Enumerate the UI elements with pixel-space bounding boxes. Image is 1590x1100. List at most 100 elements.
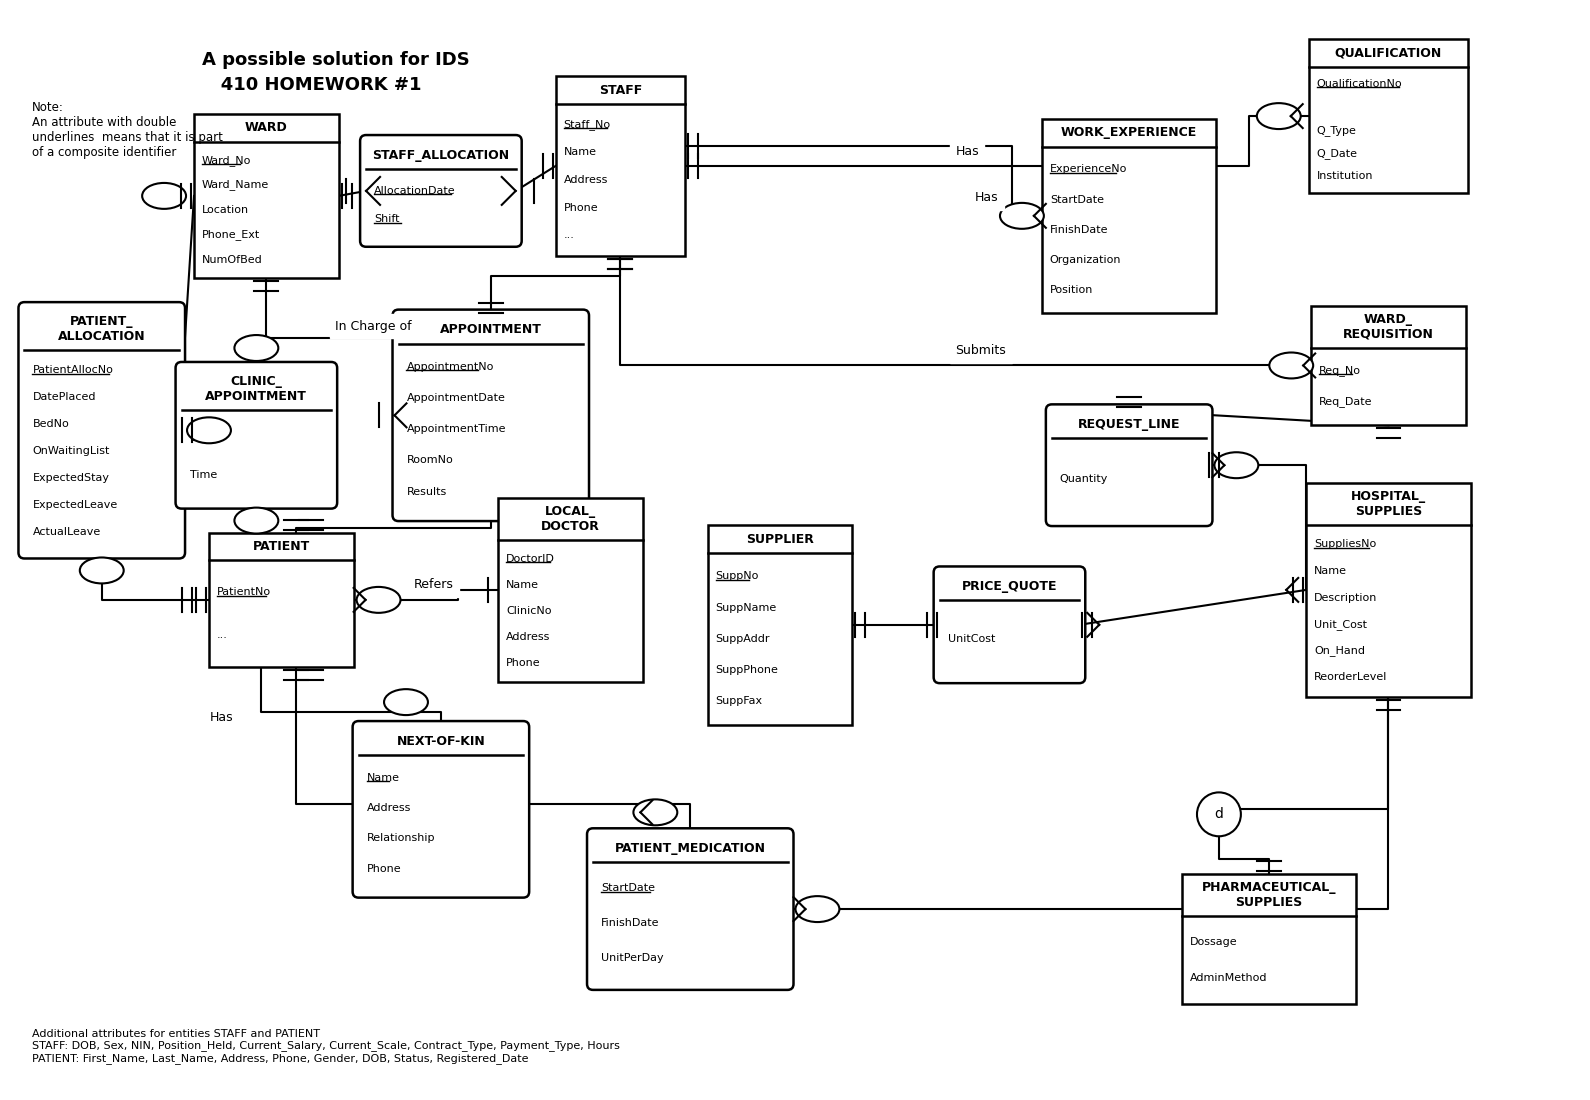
FancyBboxPatch shape [1181, 874, 1356, 1004]
Text: A possible solution for IDS: A possible solution for IDS [202, 52, 469, 69]
Text: Position: Position [1049, 285, 1094, 296]
Text: SuppName: SuppName [716, 603, 778, 613]
Text: Ward_No: Ward_No [202, 155, 251, 166]
FancyBboxPatch shape [359, 135, 522, 246]
Text: AppointmentDate: AppointmentDate [407, 393, 506, 403]
Ellipse shape [356, 587, 401, 613]
Text: SuppPhone: SuppPhone [716, 666, 779, 675]
Text: Name: Name [367, 773, 399, 783]
Text: ...: ... [216, 630, 227, 640]
Text: Phone: Phone [563, 202, 598, 212]
Ellipse shape [234, 336, 278, 361]
Text: Phone_Ext: Phone_Ext [202, 229, 261, 240]
Text: 410 HOMEWORK #1: 410 HOMEWORK #1 [202, 76, 421, 95]
Text: ...: ... [563, 230, 574, 240]
Text: Unit_Cost: Unit_Cost [1315, 618, 1367, 629]
Text: FinishDate: FinishDate [1049, 224, 1108, 234]
Text: AdminMethod: AdminMethod [1189, 972, 1267, 982]
Text: Results: Results [407, 486, 447, 497]
FancyBboxPatch shape [708, 525, 852, 725]
Text: QUALIFICATION: QUALIFICATION [1336, 46, 1442, 59]
Text: PRICE_QUOTE: PRICE_QUOTE [962, 580, 1057, 593]
Text: Has: Has [956, 144, 979, 157]
FancyBboxPatch shape [175, 362, 337, 508]
Ellipse shape [1215, 452, 1258, 478]
Text: WARD: WARD [245, 121, 288, 134]
FancyBboxPatch shape [1046, 405, 1213, 526]
Text: Note:
An attribute with double
underlines  means that it is part
of a composite : Note: An attribute with double underline… [32, 101, 223, 160]
FancyBboxPatch shape [555, 76, 685, 255]
Text: UnitPerDay: UnitPerDay [601, 953, 663, 962]
Text: Institution: Institution [1317, 172, 1374, 182]
FancyBboxPatch shape [1309, 39, 1468, 194]
Text: In Charge of: In Charge of [335, 320, 412, 332]
Ellipse shape [142, 183, 186, 209]
FancyBboxPatch shape [587, 828, 793, 990]
Text: Refers: Refers [413, 579, 453, 592]
Text: Req_Date: Req_Date [1320, 396, 1372, 407]
Ellipse shape [385, 689, 428, 715]
Text: PATIENT: PATIENT [253, 540, 310, 553]
Text: SuppFax: SuppFax [716, 696, 763, 706]
Ellipse shape [234, 507, 278, 534]
Text: Date: Date [189, 432, 216, 442]
Text: Organization: Organization [1049, 255, 1121, 265]
FancyBboxPatch shape [1312, 306, 1466, 426]
Text: ClinicNo: ClinicNo [506, 606, 552, 616]
Text: SUPPLIER: SUPPLIER [746, 532, 814, 546]
Ellipse shape [1197, 792, 1240, 836]
Text: ActualLeave: ActualLeave [32, 527, 100, 537]
Ellipse shape [633, 800, 677, 825]
Text: STAFF_ALLOCATION: STAFF_ALLOCATION [372, 148, 509, 162]
Text: Has: Has [210, 711, 234, 724]
Text: Address: Address [367, 803, 410, 813]
Text: PatientNo: PatientNo [216, 587, 270, 597]
Text: Address: Address [506, 631, 550, 641]
Text: DoctorID: DoctorID [506, 554, 555, 564]
Text: StartDate: StartDate [601, 883, 655, 893]
Text: Submits: Submits [956, 344, 1006, 358]
FancyBboxPatch shape [393, 309, 588, 521]
Ellipse shape [795, 896, 840, 922]
Text: ReorderLevel: ReorderLevel [1315, 672, 1388, 682]
Text: PatientAllocNo: PatientAllocNo [32, 365, 113, 375]
Text: Phone: Phone [506, 658, 541, 668]
Text: FinishDate: FinishDate [601, 918, 660, 928]
Text: AllocationDate: AllocationDate [374, 186, 456, 196]
Text: STAFF: STAFF [599, 84, 642, 97]
FancyBboxPatch shape [19, 302, 184, 559]
Text: PATIENT_MEDICATION: PATIENT_MEDICATION [615, 842, 766, 855]
Text: Time: Time [189, 470, 216, 480]
Text: Q_Date: Q_Date [1317, 147, 1358, 158]
Text: Phone: Phone [367, 864, 401, 873]
Text: SuppliesNo: SuppliesNo [1315, 539, 1377, 550]
Text: NumOfBed: NumOfBed [202, 254, 262, 265]
Text: APPOINTMENT: APPOINTMENT [440, 323, 542, 337]
Ellipse shape [1269, 352, 1313, 378]
Text: UnitCost: UnitCost [948, 634, 995, 643]
Text: ExpectedLeave: ExpectedLeave [32, 500, 118, 510]
FancyBboxPatch shape [933, 566, 1086, 683]
Text: Dossage: Dossage [1189, 937, 1237, 947]
Text: SuppAddr: SuppAddr [716, 634, 770, 643]
Text: Relationship: Relationship [367, 834, 436, 844]
Text: d: d [1215, 807, 1223, 822]
Text: Name: Name [1315, 566, 1347, 576]
Text: Req_No: Req_No [1320, 365, 1361, 376]
Text: Name: Name [563, 147, 596, 157]
Text: RoomNo: RoomNo [407, 455, 453, 465]
Text: ExperienceNo: ExperienceNo [1049, 164, 1127, 174]
Text: Location: Location [202, 205, 250, 214]
Text: PATIENT_
ALLOCATION: PATIENT_ ALLOCATION [57, 315, 146, 343]
Text: Name: Name [506, 580, 539, 590]
FancyBboxPatch shape [498, 497, 642, 682]
Text: WARD_
REQUISITION: WARD_ REQUISITION [1344, 312, 1434, 341]
Text: Has: Has [975, 191, 999, 205]
Text: HOSPITAL_
SUPPLIES: HOSPITAL_ SUPPLIES [1352, 490, 1426, 518]
Ellipse shape [1256, 103, 1301, 129]
Text: StartDate: StartDate [1049, 195, 1103, 205]
Text: QualificationNo: QualificationNo [1317, 79, 1402, 89]
Text: WORK_EXPERIENCE: WORK_EXPERIENCE [1061, 126, 1197, 139]
Text: Q_Type: Q_Type [1317, 124, 1356, 135]
Ellipse shape [80, 558, 124, 583]
